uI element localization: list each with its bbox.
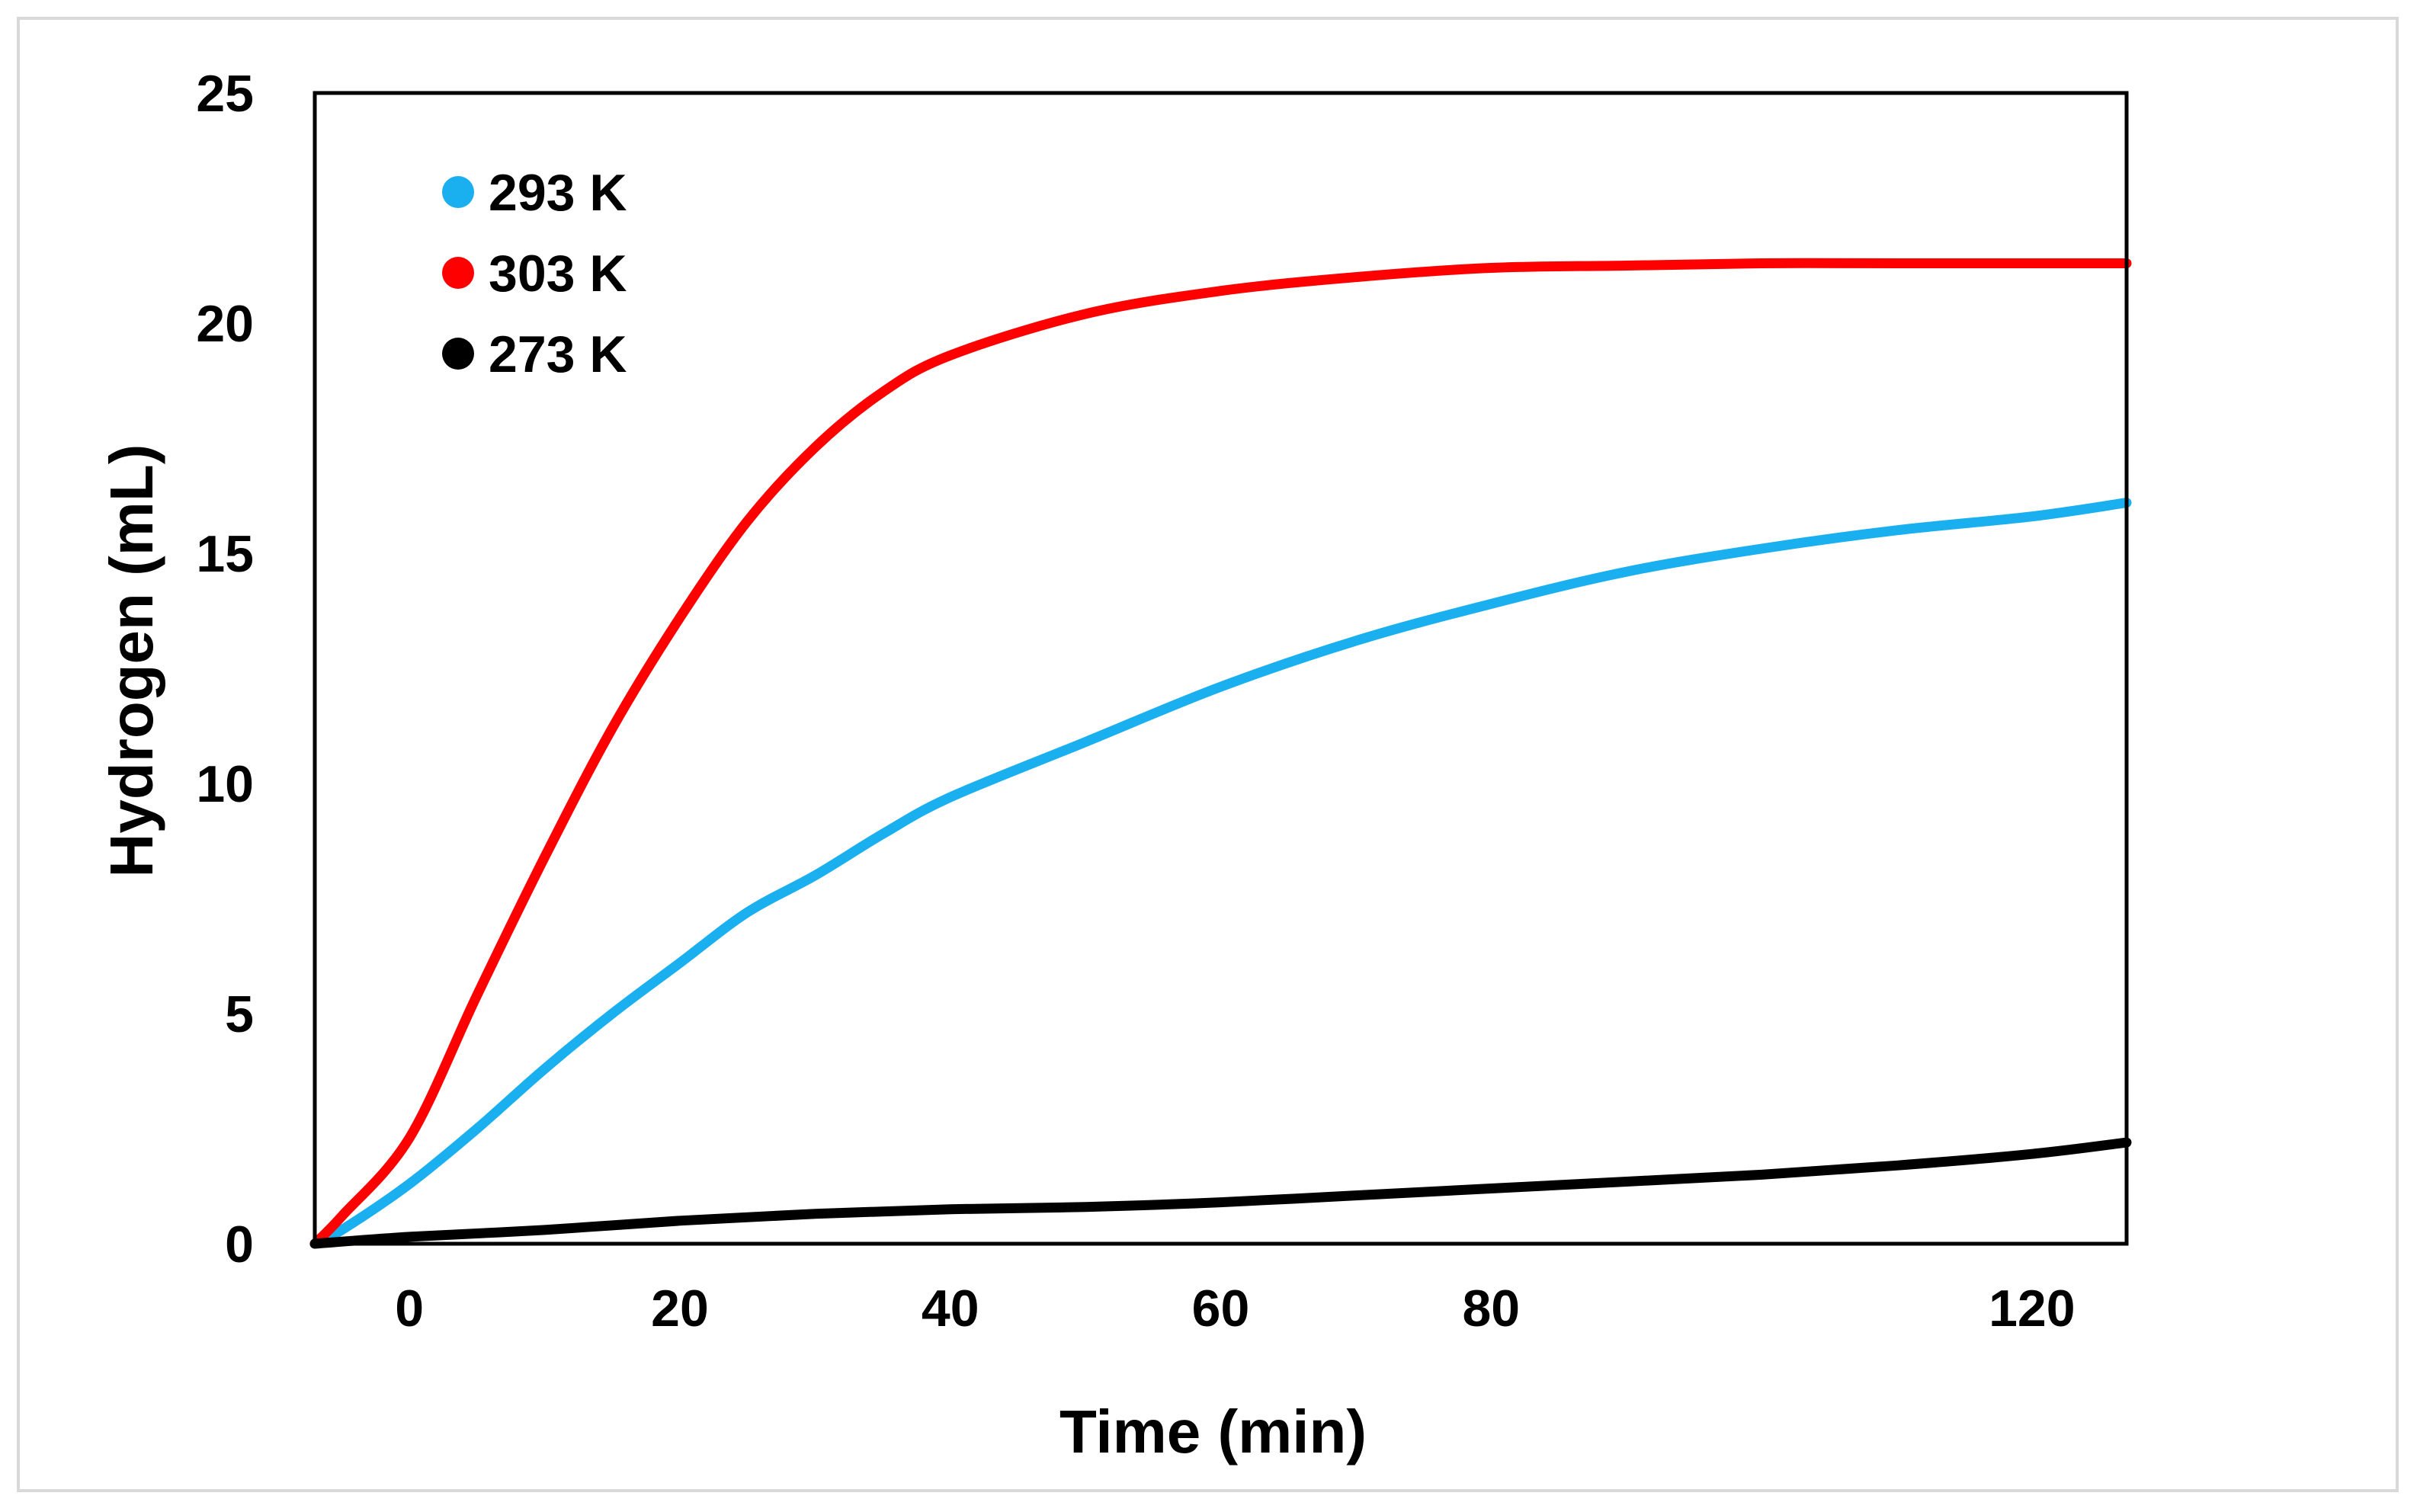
- legend-label: 273 K: [489, 325, 627, 383]
- x-tick-label: 40: [922, 1280, 979, 1337]
- x-tick-label: 60: [1192, 1280, 1250, 1337]
- legend-marker: [442, 176, 474, 208]
- legend: 293 K 303 K 273 K: [442, 164, 627, 383]
- series-line-273k: [309, 1137, 2132, 1249]
- x-tick-label: 0: [395, 1280, 424, 1337]
- y-tick-label: 5: [225, 985, 254, 1043]
- x-tick-label: 20: [651, 1280, 709, 1337]
- y-tick-label: 0: [225, 1216, 254, 1273]
- plot-area-border: [313, 91, 2129, 1246]
- x-tick-label: 80: [1462, 1280, 1520, 1337]
- y-tick-label: 10: [196, 755, 254, 813]
- y-tick-label: 15: [196, 525, 254, 583]
- legend-label: 303 K: [489, 245, 627, 303]
- x-axis-title: Time (min): [1059, 1398, 1367, 1466]
- series-line-303k: [309, 258, 2132, 1249]
- tick-labels: 0 5 10 15 20 25 0 20 40 60 80 120: [196, 65, 2075, 1337]
- y-tick-label: 25: [196, 65, 254, 123]
- y-axis-title: Hydrogen (mL): [98, 444, 165, 878]
- y-tick-label: 20: [196, 295, 254, 353]
- legend-marker: [442, 338, 474, 370]
- series-line-293k: [309, 498, 2132, 1249]
- series-lines: [309, 258, 2132, 1249]
- legend-marker: [442, 257, 474, 289]
- x-tick-label: 120: [1989, 1280, 2075, 1337]
- legend-label: 293 K: [489, 164, 627, 222]
